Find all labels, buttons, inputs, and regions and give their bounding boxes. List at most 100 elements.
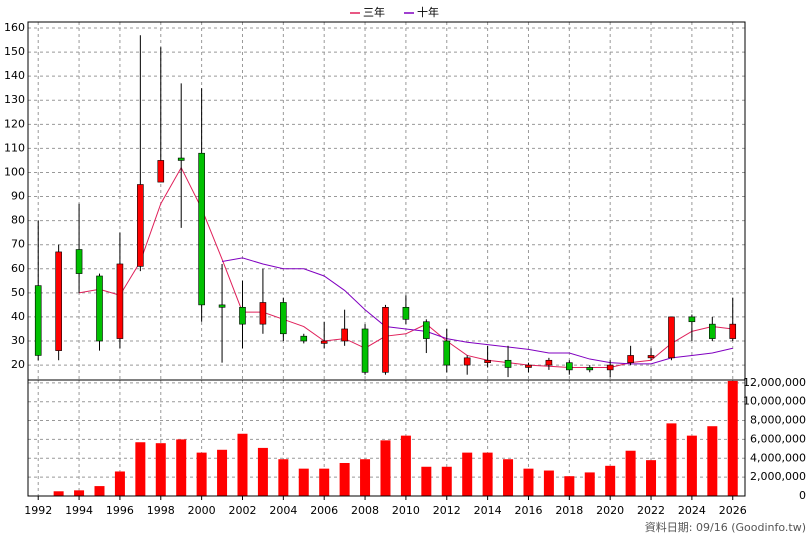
x-tick-label: 1998 (147, 504, 175, 517)
x-tick-label: 2022 (637, 504, 665, 517)
candle-body (443, 340, 451, 366)
candle-body (606, 364, 614, 371)
volume-bar (400, 435, 411, 496)
candle-body (566, 362, 573, 371)
candle-body (341, 328, 348, 342)
volume-bar (339, 462, 350, 496)
y-tick-label: 110 (4, 141, 25, 154)
candle-body (504, 359, 512, 368)
volume-bar (278, 459, 289, 496)
volume-bar (503, 459, 514, 496)
volume-bar (53, 491, 64, 496)
x-tick-label: 2006 (310, 504, 338, 517)
volume-bar (196, 452, 207, 496)
volume-bar (298, 468, 309, 496)
candle-body (402, 306, 410, 320)
volume-bar (727, 380, 738, 496)
x-tick-label: 2018 (555, 504, 583, 517)
panel-frame (27, 379, 746, 497)
candle-body (218, 304, 226, 308)
candle-body (157, 160, 165, 183)
x-tick-label: 1994 (65, 504, 93, 517)
candle-body (423, 321, 430, 339)
candle-body (729, 323, 737, 339)
candle-body (668, 316, 675, 359)
volume-bar (155, 443, 166, 496)
volume-bar (257, 447, 268, 496)
volume-bar (605, 465, 616, 496)
legend-label: 十年 (417, 5, 439, 19)
volume-bar (319, 468, 330, 496)
y-tick-label: 40 (11, 310, 25, 323)
x-tick-label: 2000 (188, 504, 216, 517)
candle-body (484, 359, 491, 363)
candle-body (647, 355, 655, 359)
candle-body (382, 306, 389, 373)
candle-body (627, 355, 634, 363)
x-tick-label: 2020 (596, 504, 624, 517)
y-tick-label: 30 (11, 334, 25, 347)
volume-bar (176, 439, 187, 496)
volume-bar (380, 440, 391, 496)
candle-body (545, 359, 553, 366)
volume-bar (421, 466, 432, 496)
volume-bar (94, 486, 105, 496)
x-tick-label: 2012 (433, 504, 461, 517)
volume-bar (114, 471, 125, 496)
x-tick-label: 2014 (474, 504, 502, 517)
y-tick-label: 160 (4, 21, 25, 34)
y2-tick-label: 8,000,000 (750, 414, 806, 427)
y-tick-label: 80 (11, 214, 25, 227)
x-tick-label: 2024 (678, 504, 706, 517)
volume-bar (135, 442, 146, 496)
x-tick-label: 2002 (228, 504, 256, 517)
candle-body (177, 157, 185, 161)
y2-tick-label: 0 (799, 489, 806, 502)
x-tick-label: 2016 (514, 504, 542, 517)
volume-bar (707, 426, 718, 496)
x-tick-label: 2010 (392, 504, 420, 517)
candle-body (96, 275, 103, 342)
volume-bar (462, 452, 473, 496)
volume-bar (523, 468, 534, 496)
x-tick-label: 2004 (269, 504, 297, 517)
y-tick-label: 50 (11, 286, 25, 299)
x-tick-label: 2008 (351, 504, 379, 517)
volume-bar (543, 470, 554, 496)
candle-body (55, 251, 62, 351)
candle-body (463, 357, 471, 366)
volume-bar (217, 449, 228, 496)
legend-label: 三年 (363, 5, 385, 19)
y-tick-label: 60 (11, 262, 25, 275)
y2-tick-label: 4,000,000 (750, 451, 806, 464)
volume-bar (564, 476, 575, 496)
candle-body (320, 340, 328, 344)
candle-body (361, 328, 369, 373)
y-tick-label: 70 (11, 238, 25, 251)
y2-tick-label: 6,000,000 (750, 432, 806, 445)
candle-body (34, 285, 42, 356)
volume-bar (237, 433, 248, 496)
volume-bar (666, 423, 677, 496)
candle-body (300, 335, 308, 342)
source-note: 資料日期: 09/16 (Goodinfo.tw) (645, 520, 806, 534)
volume-bar (360, 459, 371, 496)
y2-tick-label: 2,000,000 (750, 470, 806, 483)
volume-bar (74, 490, 85, 496)
candle-body (239, 306, 246, 325)
volume-bar (482, 452, 493, 496)
candle-body (137, 184, 144, 267)
x-tick-label: 1992 (24, 504, 52, 517)
candle-body (586, 367, 594, 371)
moving-average-line (78, 166, 733, 368)
candle-body (280, 302, 287, 335)
y-tick-label: 120 (4, 117, 25, 130)
volume-bar (625, 450, 636, 496)
candle-body (198, 152, 205, 306)
y2-tick-label: 12,000,000 (743, 376, 806, 389)
volume-bar (646, 460, 657, 496)
y-tick-label: 90 (11, 190, 25, 203)
volume-bar (686, 435, 697, 496)
candle-body (709, 323, 716, 339)
